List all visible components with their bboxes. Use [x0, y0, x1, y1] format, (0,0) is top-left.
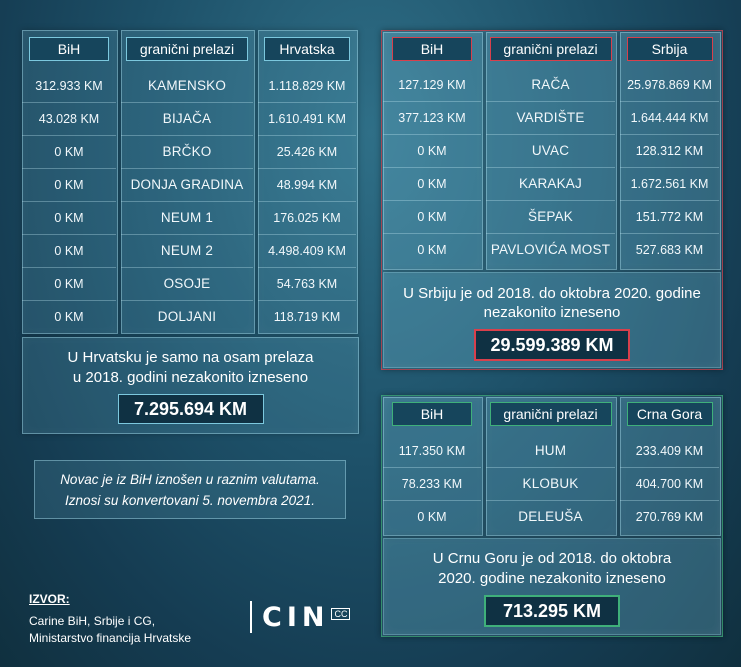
croatia-country-value: 118.719 KM [273, 310, 341, 324]
serbia-summary-line2: nezakonito izneseno [483, 304, 621, 321]
croatia-country-column-panel [258, 30, 358, 334]
source-line1: Carine BiH, Srbije i CG, [29, 614, 156, 628]
logo-bar [250, 601, 252, 633]
croatia-bih-value: 43.028 KM [22, 103, 116, 136]
serbia-crossings-column-panel [486, 32, 617, 270]
cin-logo: CIN CC [250, 600, 351, 634]
croatia-crossing-name: NEUM 1 [121, 202, 253, 235]
montenegro-total: 713.295 KM [484, 595, 620, 627]
croatia-bih-value: 0 KM [22, 268, 116, 301]
currency-note: Novac je iz BiH iznošen u raznim valutam… [34, 460, 346, 519]
currency-note-line1: Novac je iz BiH iznošen u raznim valutam… [60, 471, 320, 487]
serbia-bih-value: 0 KM [417, 243, 447, 257]
serbia-country-column-panel [620, 32, 721, 270]
montenegro-crossing-name: KLOBUK [486, 468, 615, 501]
croatia-bih-value: 0 KM [22, 169, 116, 202]
serbia-crossing-name: VARDIŠTE [486, 102, 615, 135]
croatia-crossings-column-panel [121, 30, 255, 334]
serbia-country-value: 1.644.444 KM [620, 102, 719, 135]
croatia-header-bih: BiH [29, 37, 109, 61]
serbia-outer-panel [381, 30, 723, 370]
logo-text: CIN [262, 601, 330, 633]
croatia-bih-value: 0 KM [54, 310, 84, 324]
montenegro-crossing-name: HUM [486, 435, 615, 468]
montenegro-bih-value: 0 KM [417, 510, 447, 524]
croatia-country-value: 1.610.491 KM [258, 103, 356, 136]
montenegro-country-value: 233.409 KM [620, 435, 719, 468]
croatia-header-country: Hrvatska [264, 37, 350, 61]
serbia-crossing-name: PAVLOVIĆA MOST [490, 242, 611, 257]
serbia-header-crossings: granični prelazi [489, 37, 612, 61]
serbia-crossing-name: KARAKAJ [486, 168, 615, 201]
serbia-country-value: 1.672.561 KM [620, 168, 719, 201]
croatia-bih-value: 0 KM [22, 202, 116, 235]
serbia-header-bih: BiH [392, 37, 472, 61]
croatia-table: BiH 312.933 KM 43.028 KM 0 KM 0 KM 0 KM 0 KM 0… [22, 30, 357, 332]
croatia-summary-line2: u 2018. godini nezakonito izneseno [72, 369, 309, 386]
montenegro-summary-panel: U Crnu Goru je od 2018. do oktobra 2020.… [383, 538, 721, 635]
serbia-bih-value: 127.129 KM [383, 69, 481, 102]
montenegro-bih-value: 117.350 KM [383, 435, 481, 468]
croatia-country-value: 25.426 KM [258, 136, 356, 169]
croatia-crossing-name: OSOJE [121, 268, 253, 301]
croatia-country-value: 54.763 KM [258, 268, 356, 301]
croatia-header-crossings: granični prelazi [126, 37, 248, 61]
croatia-crossing-name: DOLJANI [157, 309, 217, 324]
montenegro-country-value: 270.769 KM [635, 510, 704, 524]
montenegro-summary-line2: 2020. godine nezakonito izneseno [438, 570, 666, 587]
croatia-country-value: 176.025 KM [258, 202, 356, 235]
serbia-header-country: Srbija [626, 37, 713, 61]
serbia-table: BiH 127.129 KM 377.123 KM 0 KM 0 KM 0 KM 0 KM… [383, 32, 719, 268]
serbia-bih-value: 377.123 KM [383, 102, 481, 135]
montenegro-table: BiH 117.350 KM 78.233 KM 0 KM granični pre… [383, 397, 719, 534]
croatia-bih-value: 0 KM [22, 235, 116, 268]
serbia-bih-column-panel [383, 32, 483, 270]
serbia-crossing-name: RAČA [486, 69, 615, 102]
source-title: IZVOR: [29, 592, 70, 606]
serbia-bih-value: 0 KM [383, 168, 481, 201]
croatia-crossing-name: NEUM 2 [121, 235, 253, 268]
serbia-bih-value: 0 KM [383, 135, 481, 168]
serbia-total: 29.599.389 KM [474, 329, 630, 361]
source-line2: Ministarstvo financija Hrvatske [29, 631, 192, 645]
croatia-crossing-name: BIJAČA [121, 103, 253, 136]
serbia-summary-line1: U Srbiju je od 2018. do oktobra 2020. go… [403, 285, 701, 302]
croatia-crossing-name: BRČKO [121, 136, 253, 169]
croatia-total: 7.295.694 KM [117, 394, 264, 424]
serbia-crossing-name: UVAC [486, 135, 615, 168]
logo-mark: CC [331, 608, 351, 620]
serbia-summary-panel: U Srbiju je od 2018. do oktobra 2020. go… [383, 272, 721, 368]
montenegro-bih-value: 78.233 KM [383, 468, 481, 501]
serbia-crossing-name: ŠEPAK [486, 201, 615, 234]
montenegro-summary-line1: U Crnu Goru je od 2018. do oktobra [432, 550, 672, 567]
croatia-bih-value: 0 KM [22, 136, 116, 169]
serbia-country-value: 527.683 KM [635, 243, 704, 257]
croatia-country-value: 1.118.829 KM [258, 70, 356, 103]
croatia-country-value: 4.498.409 KM [258, 235, 356, 268]
currency-note-line2: Iznosi su konvertovani 5. novembra 2021. [65, 492, 315, 508]
montenegro-header-bih: BiH [392, 402, 472, 426]
croatia-crossing-name: DONJA GRADINA [121, 169, 253, 202]
montenegro-crossing-name: DELEUŠA [518, 509, 583, 524]
croatia-country-value: 48.994 KM [258, 169, 356, 202]
serbia-country-value: 25.978.869 KM [620, 69, 719, 102]
montenegro-country-value: 404.700 KM [620, 468, 719, 501]
croatia-crossing-name: KAMENSKO [121, 70, 253, 103]
montenegro-header-crossings: granični prelazi [489, 402, 612, 426]
croatia-bih-column-panel [22, 30, 118, 334]
serbia-country-value: 151.772 KM [620, 201, 719, 234]
croatia-bih-value: 312.933 KM [22, 70, 116, 103]
croatia-summary-line1: U Hrvatsku je samo na osam prelaza [67, 349, 314, 366]
croatia-summary-panel: U Hrvatsku je samo na osam prelaza u 201… [22, 337, 359, 434]
serbia-country-value: 128.312 KM [620, 135, 719, 168]
montenegro-header-country: Crna Gora [626, 402, 713, 426]
serbia-bih-value: 0 KM [383, 201, 481, 234]
